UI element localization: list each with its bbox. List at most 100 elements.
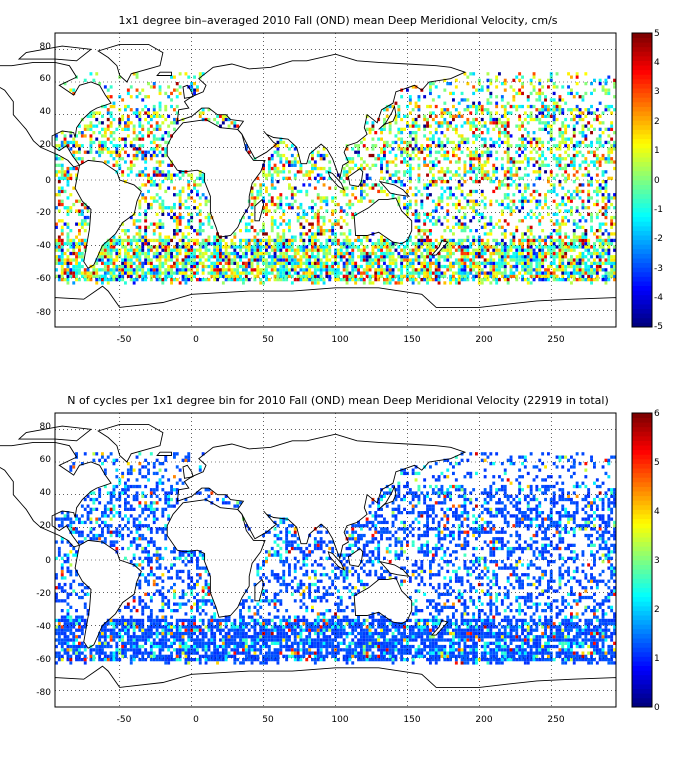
bin-cell [273, 202, 277, 207]
bin-cell [613, 196, 616, 200]
bin-cell [80, 251, 84, 256]
bin-cell [555, 245, 559, 249]
bin-cell [201, 261, 205, 265]
bin-cell [103, 104, 107, 109]
bin-cell [532, 88, 536, 92]
bin-cell [581, 98, 585, 102]
bin-cell [101, 251, 104, 256]
bin-cell [135, 225, 139, 229]
bin-cell [423, 261, 427, 265]
bin-cell [581, 278, 585, 282]
bin-cell [521, 268, 524, 272]
bin-cell [552, 199, 556, 203]
bin-cell [443, 180, 447, 184]
bin-cell [319, 658, 323, 662]
bin-cell [457, 278, 461, 282]
bin-cell [124, 140, 127, 145]
bin-cell [549, 219, 553, 223]
bin-cell [328, 268, 332, 272]
bin-cell [406, 160, 409, 164]
bin-cell [296, 212, 300, 216]
bin-cell [201, 222, 205, 226]
bin-cell [572, 108, 576, 112]
bin-cell [213, 117, 217, 122]
bin-cell [431, 82, 435, 86]
bin-cell [357, 658, 360, 662]
bin-cell [282, 268, 286, 272]
bin-cell [417, 229, 421, 233]
bin-cell [316, 278, 320, 282]
bin-cell [526, 121, 530, 125]
bin-cell [567, 271, 570, 275]
bin-cell [604, 238, 608, 243]
bin-cell [322, 166, 326, 171]
bin-cell [279, 196, 283, 200]
bin-cell [161, 658, 165, 662]
bin-cell [607, 157, 611, 161]
bin-cell [207, 258, 211, 262]
bin-cell [449, 255, 452, 259]
bin-cell [480, 117, 484, 122]
bin-cell [368, 658, 372, 662]
bin-cell [158, 274, 162, 278]
bin-cell [383, 117, 386, 122]
bin-cell [469, 127, 473, 131]
bin-cell [351, 147, 355, 151]
bin-cell [500, 95, 504, 99]
bin-cell [273, 274, 277, 278]
bin-cell [460, 238, 464, 243]
bin-cell [149, 180, 153, 184]
bin-cell [164, 245, 168, 249]
bin-cell [305, 258, 309, 262]
bin-cell [593, 189, 596, 194]
bin-cell [426, 229, 429, 233]
bin-cell [161, 225, 165, 229]
bin-cell [472, 140, 476, 145]
bin-cell [161, 153, 165, 158]
bin-cell [595, 157, 599, 161]
bin-cell [454, 173, 458, 177]
bin-cell [443, 258, 447, 262]
bin-cell [233, 255, 237, 259]
bin-cell [371, 242, 375, 246]
bin-cell [587, 189, 591, 194]
bin-cell [503, 173, 507, 177]
bin-cell [227, 264, 231, 269]
bin-cell [385, 180, 389, 184]
bin-cell [598, 101, 602, 105]
bin-cell [406, 255, 409, 259]
bin-cell [541, 206, 545, 210]
bin-cell [262, 209, 265, 213]
bin-cell [365, 193, 369, 197]
bin-cell [593, 160, 596, 164]
bin-cell [118, 278, 122, 282]
bin-cell [567, 209, 570, 213]
bin-cell [469, 258, 473, 262]
bin-cell [360, 186, 363, 190]
bin-cell [578, 131, 582, 135]
bin-cell [509, 658, 513, 662]
bin-cell [532, 238, 536, 243]
bin-cell [178, 222, 182, 226]
bin-cell [109, 124, 113, 128]
bin-cell [567, 137, 570, 141]
bin-cell [610, 238, 614, 243]
bin-cell [426, 251, 429, 256]
bin-cell [138, 212, 142, 216]
bin-cell [103, 131, 107, 135]
bin-cell [80, 144, 84, 148]
bin-cell [538, 258, 542, 262]
bin-cell [538, 108, 542, 112]
bin-cell [549, 170, 553, 174]
bin-cell [299, 268, 303, 272]
bin-cell [526, 225, 530, 229]
bin-cell [224, 261, 228, 265]
bin-cell [437, 137, 441, 141]
bin-cell [397, 127, 401, 131]
bin-cell [437, 242, 441, 246]
bin-cell [371, 137, 375, 141]
bin-cell [408, 157, 412, 161]
bin-cell [210, 242, 214, 246]
bin-cell [564, 271, 568, 275]
bin-cell [132, 163, 136, 167]
